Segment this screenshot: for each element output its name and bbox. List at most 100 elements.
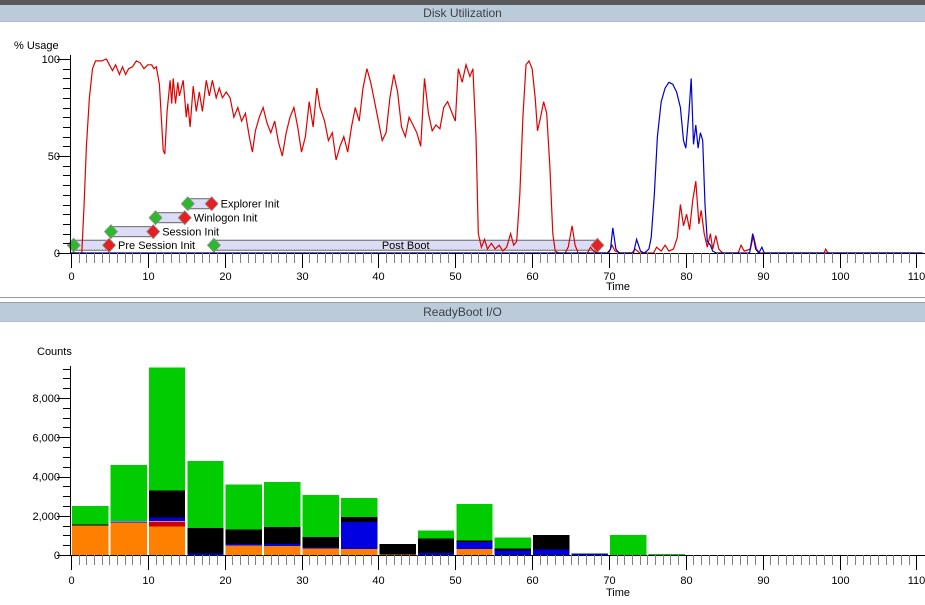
io-stacked-bars <box>72 367 685 555</box>
svg-text:70: 70 <box>603 271 615 283</box>
y-tick-label: 0 <box>54 550 60 562</box>
bar-segment-black <box>225 529 263 545</box>
stacked-bar <box>494 537 532 555</box>
bar-segment-blue <box>571 553 608 555</box>
bar-segment-black <box>264 526 301 545</box>
svg-text:50: 50 <box>449 271 461 283</box>
window-top-border <box>0 0 925 5</box>
bar-segment-black <box>341 516 378 523</box>
bar-segment-green <box>225 484 263 530</box>
bar-segment-blue <box>264 544 301 547</box>
stacked-bar <box>302 494 339 555</box>
bar-segment-blue <box>417 552 455 555</box>
svg-text:30: 30 <box>296 575 308 587</box>
svg-text:100: 100 <box>831 271 849 283</box>
bar-segment-orange <box>456 548 493 555</box>
phase-end-diamond-icon <box>146 224 161 240</box>
svg-text:70: 70 <box>603 575 615 587</box>
bar-segment-red <box>148 521 186 527</box>
bar-segment-blue <box>456 542 493 549</box>
svg-text:80: 80 <box>680 575 692 587</box>
phase-label: Explorer Init <box>221 199 280 211</box>
disk-utilization-title-bar[interactable]: Disk Utilization <box>0 5 925 22</box>
bar-segment-green <box>456 503 493 541</box>
bar-segment-black <box>379 544 416 555</box>
bar-segment-orange <box>72 525 109 555</box>
y-axis-label: % Usage <box>14 40 59 52</box>
bar-segment-green <box>72 505 109 525</box>
disk-utilization-title: Disk Utilization <box>423 6 502 20</box>
stacked-bar <box>110 464 147 555</box>
bar-segment-orange <box>148 526 186 555</box>
bar-segment-black <box>187 527 224 554</box>
bar-segment-blue <box>302 547 339 549</box>
stacked-bar <box>341 498 378 555</box>
bar-segment-orange <box>302 548 339 555</box>
readyboot-io-title-bar[interactable]: ReadyBoot I/O <box>0 303 925 322</box>
bar-segment-green <box>302 494 339 537</box>
y-axis-label: Counts <box>37 346 72 358</box>
y-tick-label: 8,000 <box>32 393 60 405</box>
phase-end-diamond-icon <box>101 237 117 253</box>
bar-segment-blue <box>494 550 532 555</box>
svg-text:100: 100 <box>831 575 849 587</box>
phase-start-diamond-icon <box>148 210 163 226</box>
stacked-bar <box>609 534 647 555</box>
svg-text:10: 10 <box>142 271 154 283</box>
svg-text:20: 20 <box>219 271 231 283</box>
bar-segment-green <box>417 530 455 539</box>
stacked-bar <box>379 544 416 555</box>
disk-usage-red-series <box>71 58 923 254</box>
stacked-bar <box>648 553 685 555</box>
panel-splitter[interactable] <box>0 297 925 303</box>
bar-segment-green <box>494 537 532 549</box>
axes <box>57 55 925 268</box>
phase-label: Winlogon Init <box>194 213 258 225</box>
bar-segment-blue <box>187 553 224 555</box>
stacked-bar <box>148 367 186 555</box>
stacked-bar <box>72 505 109 555</box>
bar-segment-orange <box>379 554 416 555</box>
axes <box>57 366 925 570</box>
phase-label: Session Init <box>162 227 219 239</box>
y-tick-label: 100 <box>42 54 60 66</box>
bar-segment-blue <box>533 549 570 555</box>
x-axis-label: Time <box>606 281 630 293</box>
bar-segment-green <box>264 481 301 527</box>
y-tick-label: 0 <box>54 248 60 260</box>
svg-text:30: 30 <box>296 271 308 283</box>
bar-segment-green <box>110 464 147 522</box>
svg-text:0: 0 <box>68 575 74 587</box>
bar-segment-black <box>533 535 570 550</box>
bar-segment-blue <box>110 521 147 523</box>
stacked-bar <box>264 481 301 555</box>
y-tick-label: 2,000 <box>32 511 60 523</box>
svg-text:90: 90 <box>757 575 769 587</box>
bar-segment-green <box>648 553 685 555</box>
phase-end-diamond-icon <box>204 196 219 212</box>
bar-segment-orange <box>341 548 378 555</box>
bar-segment-green <box>609 534 647 555</box>
bar-segment-orange <box>225 545 263 555</box>
svg-text:40: 40 <box>372 271 384 283</box>
readyboot-io-chart[interactable]: 0 10 20 30 40 50 60 70 80 90 100 110 0 2,000 4,000 6,00… <box>0 322 925 605</box>
bar-segment-black <box>72 524 109 526</box>
phase-label: Pre Session Init <box>118 240 195 252</box>
bar-segment-blue <box>148 517 186 522</box>
bar-segment-orange <box>264 546 301 555</box>
svg-text:60: 60 <box>526 271 538 283</box>
bar-segment-orange <box>110 522 147 555</box>
bar-segment-blue <box>225 544 263 546</box>
bar-segment-black <box>417 538 455 553</box>
svg-text:40: 40 <box>372 575 384 587</box>
phase-start-diamond-icon <box>103 224 119 240</box>
phase-start-diamond-icon <box>180 196 195 212</box>
stacked-bar <box>571 553 608 555</box>
x-tick-labels: 0 10 20 30 40 50 60 70 80 90 100 110 <box>68 575 925 587</box>
stacked-bar <box>225 484 263 555</box>
stacked-bar <box>417 530 455 555</box>
bar-segment-black <box>456 540 493 543</box>
bar-segment-blue <box>341 522 378 549</box>
